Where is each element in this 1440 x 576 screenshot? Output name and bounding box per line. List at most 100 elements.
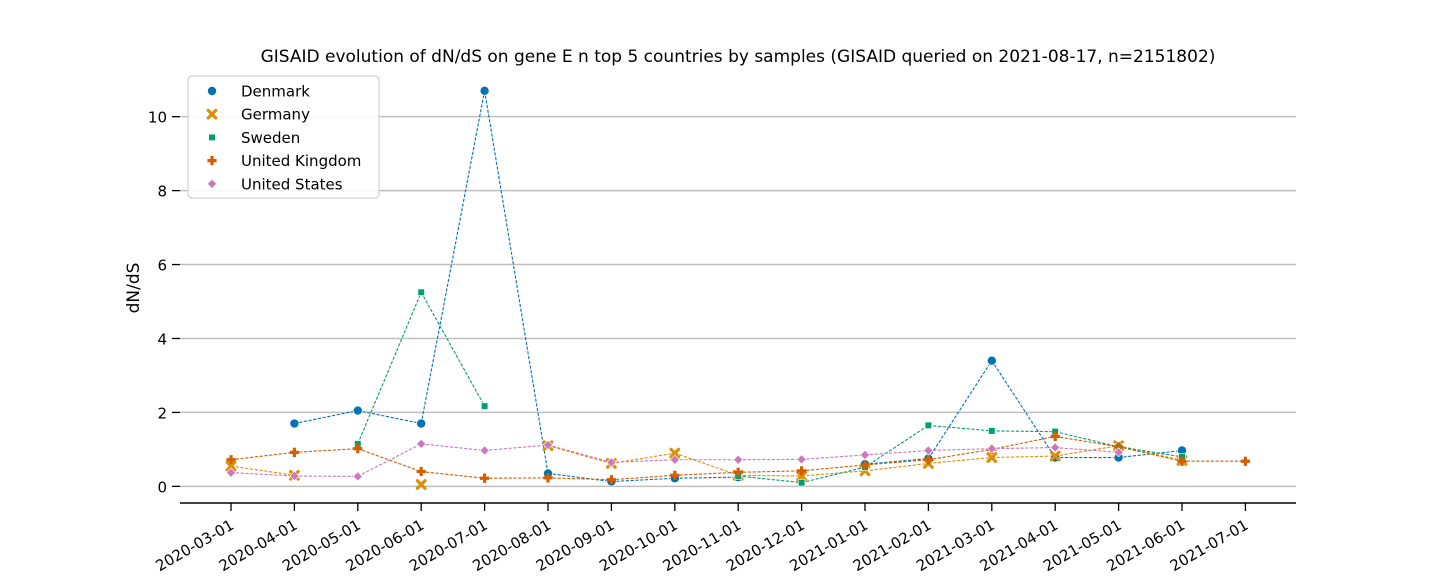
series-line-united-kingdom bbox=[1055, 435, 1119, 448]
series-line-denmark bbox=[927, 360, 993, 459]
y-tick-label: 0 bbox=[157, 478, 167, 496]
series-line-sweden bbox=[864, 424, 929, 468]
y-tick-label: 4 bbox=[157, 330, 167, 348]
data-point-united-kingdom bbox=[1177, 456, 1187, 466]
series-line-united-kingdom bbox=[1118, 446, 1183, 462]
data-point-united-kingdom bbox=[1240, 456, 1250, 466]
data-point-germany bbox=[986, 452, 998, 463]
series-line-united-states bbox=[864, 449, 929, 456]
series-line-united-states bbox=[611, 459, 675, 463]
data-point-denmark bbox=[416, 418, 427, 429]
series-line-united-states bbox=[1055, 446, 1119, 453]
series-line-sweden bbox=[1055, 431, 1119, 448]
y-tick-label: 10 bbox=[148, 109, 167, 127]
chart-title: GISAID evolution of dN/dS on gene E n to… bbox=[261, 47, 1216, 67]
data-point-germany bbox=[669, 447, 681, 459]
legend-label-sweden: Sweden bbox=[241, 129, 300, 147]
data-point-united-states bbox=[986, 443, 997, 454]
data-point-united-states bbox=[289, 470, 300, 482]
data-point-united-kingdom bbox=[543, 473, 553, 483]
legend-label-united-kingdom: United Kingdom bbox=[241, 152, 361, 170]
data-point-germany bbox=[796, 470, 807, 482]
data-point-united-states bbox=[479, 445, 490, 456]
series-line-sweden bbox=[991, 430, 1056, 433]
data-point-sweden bbox=[924, 421, 932, 429]
data-point-united-kingdom bbox=[606, 475, 616, 485]
data-point-united-states bbox=[416, 438, 427, 449]
data-point-united-kingdom bbox=[797, 466, 807, 476]
series-line-united-states bbox=[357, 443, 422, 477]
series-line-united-kingdom bbox=[738, 470, 802, 473]
series-line-united-kingdom bbox=[547, 477, 612, 481]
legend-marker-united-kingdom bbox=[207, 156, 217, 166]
series-line-denmark bbox=[484, 90, 549, 474]
data-point-united-kingdom bbox=[670, 470, 680, 480]
data-point-united-states bbox=[669, 454, 680, 465]
data-point-united-states bbox=[1113, 447, 1124, 458]
series-line-denmark bbox=[547, 472, 612, 483]
series-line-denmark bbox=[611, 477, 675, 483]
series-line-germany bbox=[611, 452, 675, 464]
series-line-denmark bbox=[864, 458, 929, 465]
legend: Denmark Germany Sweden United Kingdom United… bbox=[187, 75, 380, 199]
data-point-united-kingdom bbox=[733, 467, 743, 477]
series-line-germany bbox=[1118, 445, 1183, 462]
data-point-united-kingdom bbox=[1050, 431, 1060, 442]
data-point-united-kingdom bbox=[226, 455, 236, 465]
series-line-united-kingdom bbox=[864, 459, 929, 466]
data-point-sweden bbox=[480, 402, 489, 410]
data-point-denmark bbox=[289, 418, 300, 429]
series-line-sweden bbox=[1118, 446, 1183, 458]
series-line-united-kingdom bbox=[801, 464, 866, 472]
legend-marker-united-states bbox=[206, 178, 218, 189]
series-line-united-states bbox=[928, 448, 992, 452]
legend-marker-denmark bbox=[206, 86, 217, 97]
legend-box bbox=[187, 75, 380, 199]
series-line-united-kingdom bbox=[230, 451, 295, 461]
y-tick-label: 2 bbox=[157, 404, 167, 422]
series-line-denmark bbox=[674, 476, 739, 479]
y-axis-label: dN/dS bbox=[124, 263, 144, 314]
data-point-denmark bbox=[986, 355, 997, 366]
series-line-denmark bbox=[294, 410, 358, 425]
series-line-germany bbox=[738, 474, 802, 477]
series-line-united-states bbox=[484, 444, 549, 452]
series-line-germany bbox=[991, 455, 1056, 459]
legend-label-denmark: Denmark bbox=[241, 83, 310, 101]
series-line-germany bbox=[801, 470, 866, 477]
data-point-united-kingdom bbox=[289, 447, 299, 457]
series-line-sweden bbox=[357, 292, 422, 445]
y-tick-label: 6 bbox=[157, 257, 167, 275]
data-point-denmark bbox=[352, 405, 363, 416]
series-line-germany bbox=[547, 445, 612, 464]
series-line-sweden bbox=[738, 475, 802, 484]
data-point-united-states bbox=[733, 454, 744, 465]
data-point-united-states bbox=[859, 449, 871, 460]
series-line-denmark bbox=[420, 90, 486, 424]
data-point-united-kingdom bbox=[480, 473, 490, 483]
data-point-united-kingdom bbox=[416, 466, 426, 477]
data-point-united-kingdom bbox=[923, 455, 933, 465]
series-line-united-states bbox=[801, 454, 866, 460]
series-lines bbox=[230, 90, 1246, 484]
data-point-germany bbox=[415, 479, 427, 490]
data-point-denmark bbox=[479, 85, 490, 96]
series-line-denmark bbox=[1118, 449, 1183, 459]
y-tick-label: 8 bbox=[157, 183, 167, 201]
series-line-united-states bbox=[991, 446, 1056, 450]
series-line-germany bbox=[230, 465, 295, 476]
legend-marker-germany bbox=[206, 108, 218, 120]
series-markers bbox=[225, 85, 1250, 490]
legend-label-united-states: United States bbox=[241, 175, 343, 193]
legend-marker-sweden bbox=[208, 133, 216, 142]
series-line-denmark bbox=[991, 360, 1056, 458]
series-line-united-kingdom bbox=[294, 448, 358, 453]
series-line-united-states bbox=[421, 443, 485, 452]
series-line-denmark bbox=[357, 410, 422, 425]
data-point-united-states bbox=[1050, 442, 1061, 453]
data-point-sweden bbox=[797, 479, 806, 487]
data-point-united-states bbox=[923, 445, 934, 456]
series-line-united-states bbox=[547, 444, 612, 463]
data-point-united-states bbox=[796, 454, 807, 465]
